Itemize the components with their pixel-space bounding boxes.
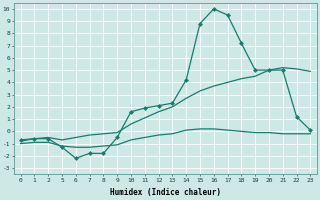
X-axis label: Humidex (Indice chaleur): Humidex (Indice chaleur) bbox=[110, 188, 221, 197]
